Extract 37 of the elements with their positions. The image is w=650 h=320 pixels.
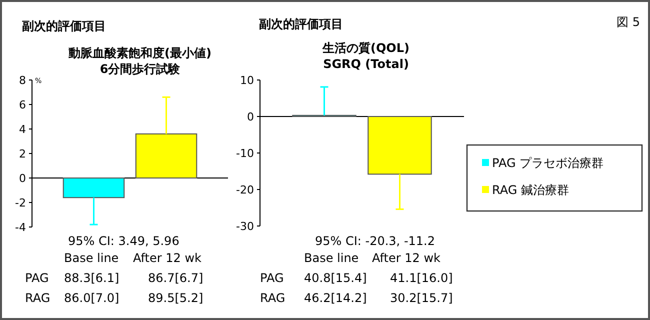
y-tick-label: 0 [19, 172, 26, 185]
y-tick-label: 4 [19, 123, 26, 136]
y-tick-label: -10 [236, 147, 254, 160]
y-tick-label: 2 [19, 148, 26, 160]
chart-title: 副次的評価項目 [22, 19, 106, 33]
text: 86.0[7.0] [64, 291, 120, 305]
text: After 12 wk [133, 251, 202, 265]
text: After 12 wk [372, 251, 441, 265]
text: RAG [260, 291, 286, 305]
text: 89.5[5.2] [148, 291, 204, 305]
y-tick-label: -4 [15, 221, 26, 234]
legend-label: PAG プラセボ治療群 [492, 156, 604, 170]
text: PAG [25, 271, 49, 285]
y-tick-label: -20 [236, 184, 254, 196]
y-tick-label: 0 [247, 110, 254, 124]
y-tick-label: -30 [236, 220, 254, 233]
text: Base line [304, 251, 359, 265]
legend-label: RAG 鍼治療群 [492, 183, 569, 197]
y-tick-label: 10 [240, 74, 254, 87]
text: 95% CI: -20.3, -11.2 [315, 234, 435, 248]
text: 30.2[15.7] [390, 291, 453, 305]
text: 46.2[14.2] [304, 291, 367, 305]
text: 41.1[16.0] [390, 271, 453, 285]
text: RAG [25, 291, 50, 305]
text: Base line [64, 251, 119, 265]
chart-subtitle: 動脈血酸素飽和度(最小値) 6分間歩行試験 [68, 46, 212, 76]
text: 86.7[6.7] [148, 271, 204, 285]
y-tick-label: -2 [15, 196, 26, 210]
chart-subtitle: 生活の質(QOL) SGRQ (Total) [321, 41, 410, 71]
text: 40.8[15.4] [304, 271, 367, 285]
text: 95% CI: 3.49, 5.96 [68, 234, 180, 248]
y-tick-label: 6 [19, 98, 26, 112]
caption: 図 5 [616, 15, 640, 29]
y-tick-label: 8 [19, 74, 26, 87]
chart-title: 副次的評価項目 [259, 17, 343, 31]
text: 88.3[6.1] [64, 271, 120, 285]
text: PAG [260, 271, 284, 285]
